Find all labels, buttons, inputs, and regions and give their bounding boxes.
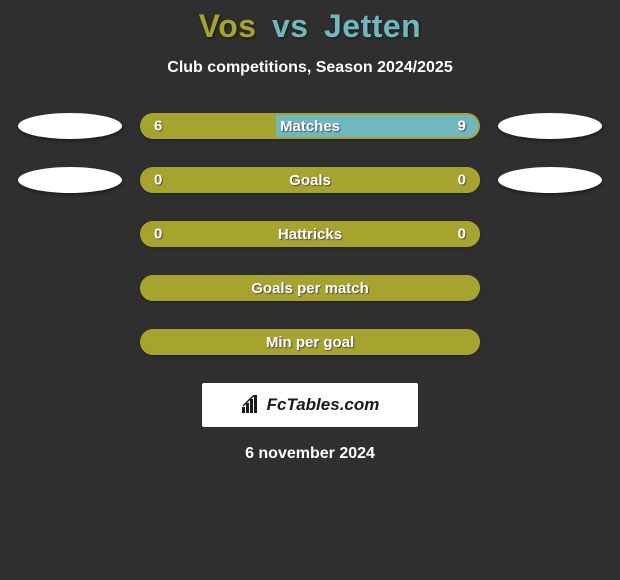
stat-row: 6 9 Matches [0,113,620,139]
stat-bar: Min per goal [140,329,480,355]
stat-row: Min per goal [0,329,620,355]
stat-row: Goals per match [0,275,620,301]
comparison-infographic: Vos vs Jetten Club competitions, Season … [0,0,620,463]
source-badge: FcTables.com [202,383,418,427]
stat-label: Matches [280,118,340,135]
stat-label: Goals [289,172,331,189]
stat-label: Goals per match [251,280,369,297]
title-vs: vs [272,8,309,44]
stat-value-right: 0 [458,226,466,243]
badge-text: FcTables.com [267,395,380,415]
subtitle: Club competitions, Season 2024/2025 [0,59,620,77]
stat-value-left: 0 [154,226,162,243]
stat-row: 0 0 Hattricks [0,221,620,247]
page-title: Vos vs Jetten [0,8,620,45]
bars-icon [241,395,261,415]
stat-value-left: 6 [154,118,162,135]
stat-value-right: 0 [458,172,466,189]
stat-row: 0 0 Goals [0,167,620,193]
stat-bar: 0 0 Goals [140,167,480,193]
title-player2: Jetten [324,8,421,44]
date-text: 6 november 2024 [0,445,620,463]
stat-value-left: 0 [154,172,162,189]
stat-value-right: 9 [458,118,466,135]
stat-bar: Goals per match [140,275,480,301]
stat-label: Min per goal [266,334,354,351]
stat-rows: 6 9 Matches 0 0 Goals 0 0 Hattricks Goals per mat… [0,113,620,355]
stat-bar: 0 0 Hattricks [140,221,480,247]
player1-ellipse [18,113,122,139]
player1-ellipse [18,167,122,193]
stat-label: Hattricks [278,226,342,243]
stat-bar: 6 9 Matches [140,113,480,139]
title-player1: Vos [199,8,257,44]
player2-ellipse [498,113,602,139]
player2-ellipse [498,167,602,193]
